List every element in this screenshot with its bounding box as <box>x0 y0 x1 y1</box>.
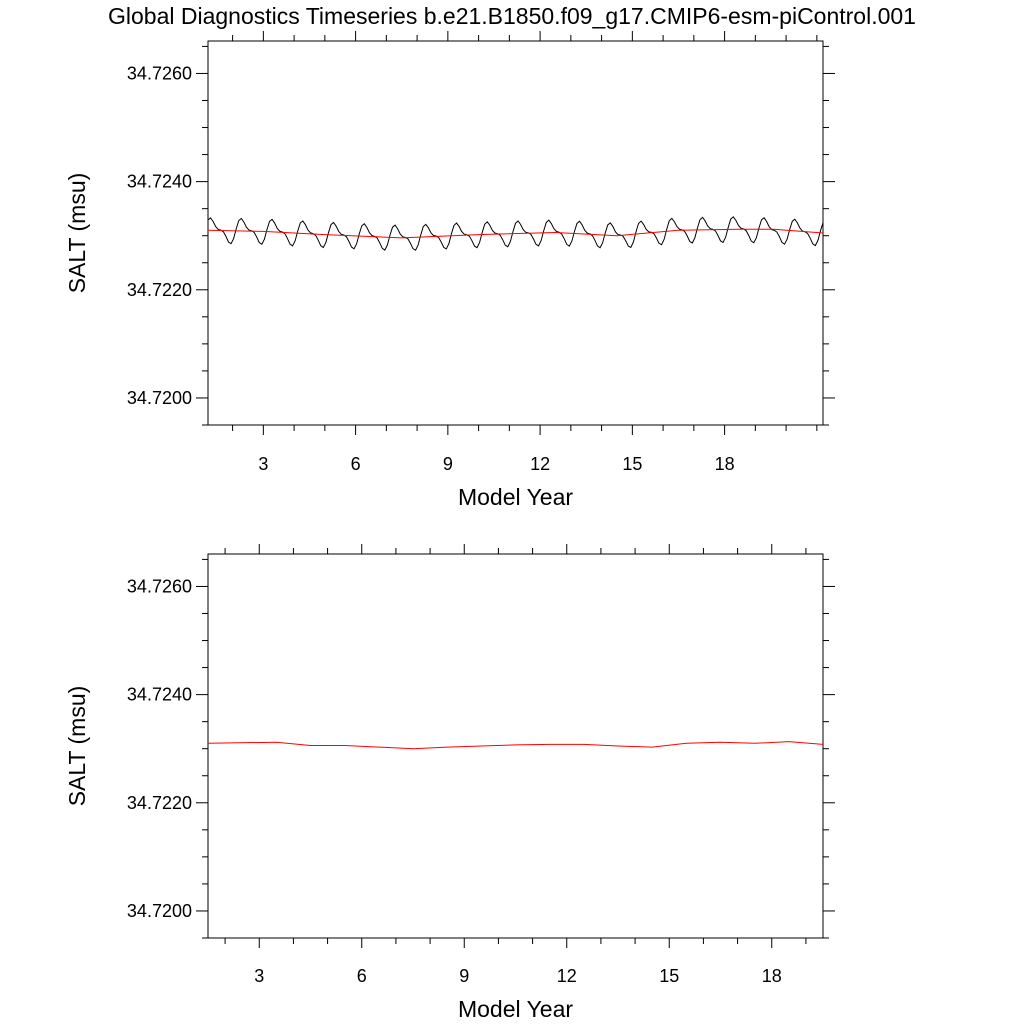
bottom-panel: 3 6 9 12 15 18 34.7200 34.7220 34.7240 34.7260 Mod… <box>64 544 835 1022</box>
y-tick-label: 34.7240 <box>127 172 192 192</box>
y-tick-label: 34.7220 <box>127 793 192 813</box>
x-axis-title: Model Year <box>458 996 573 1022</box>
y-tick-label: 34.7200 <box>127 388 192 408</box>
y-tick-label: 34.7260 <box>127 576 192 596</box>
x-tick-label: 9 <box>459 966 469 986</box>
y-axis-title: SALT (msu) <box>64 173 90 294</box>
x-axis-title: Model Year <box>458 484 573 510</box>
plot-frame <box>207 553 824 939</box>
x-tick-label: 3 <box>254 966 264 986</box>
y-tick-label: 34.7260 <box>127 63 192 83</box>
figure-title: Global Diagnostics Timeseries b.e21.B185… <box>108 3 916 29</box>
x-tick-label: 9 <box>443 454 453 474</box>
x-tick-label: 18 <box>715 454 735 474</box>
x-tick-label: 3 <box>258 454 268 474</box>
x-tick-label: 12 <box>530 454 550 474</box>
top-panel: 3 6 9 12 15 18 34.7200 34.7220 34.7240 34.7260 Mod… <box>64 31 835 510</box>
x-tick-label: 12 <box>557 966 577 986</box>
x-tick-label: 18 <box>762 966 782 986</box>
y-tick-label: 34.7200 <box>127 901 192 921</box>
x-tick-label: 6 <box>357 966 367 986</box>
monthly-series-line <box>208 216 823 251</box>
x-tick-label: 6 <box>351 454 361 474</box>
y-tick-label: 34.7240 <box>127 685 192 705</box>
x-tick-label: 15 <box>622 454 642 474</box>
annual-mean-series-line <box>208 228 823 239</box>
y-axis-title: SALT (msu) <box>64 686 90 807</box>
x-tick-label: 15 <box>659 966 679 986</box>
annual-mean-series-line <box>208 741 823 750</box>
y-tick-label: 34.7220 <box>127 280 192 300</box>
